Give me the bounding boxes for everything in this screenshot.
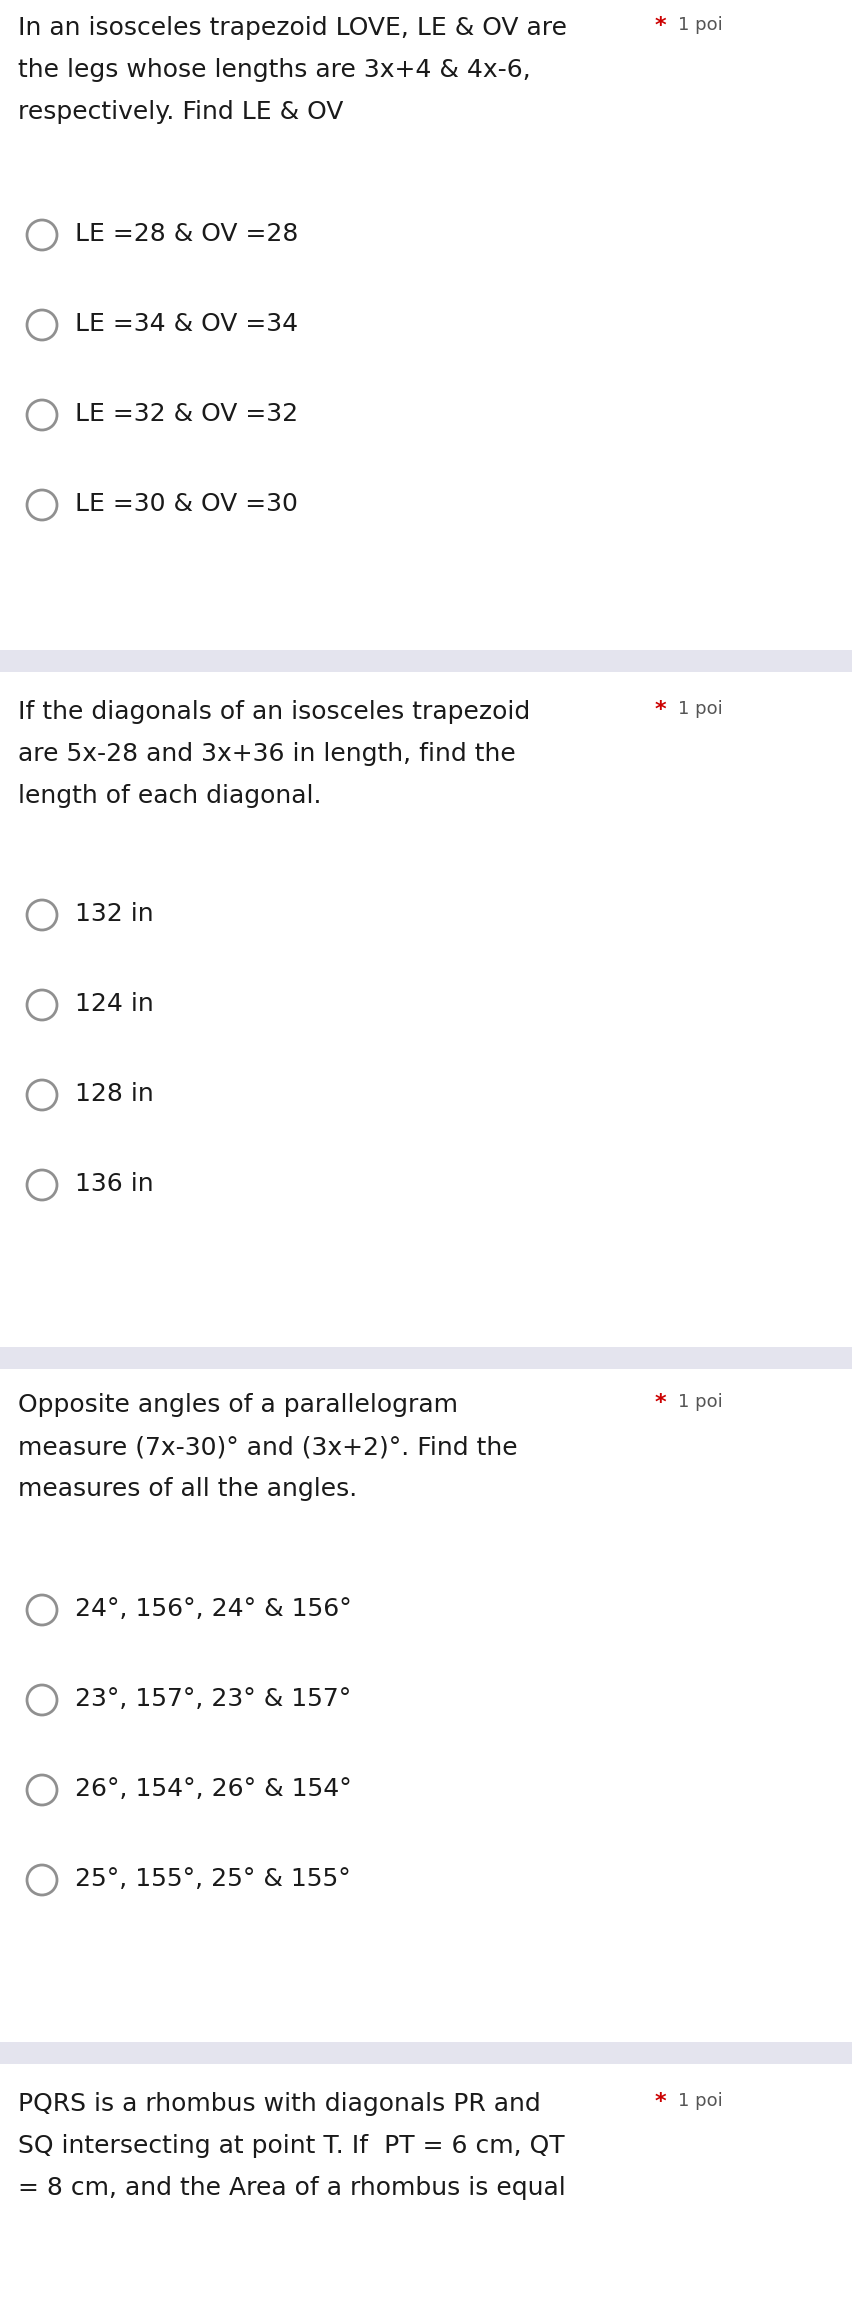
Text: *: * bbox=[654, 2091, 674, 2112]
Text: 132 in: 132 in bbox=[75, 901, 153, 927]
Bar bbox=[0, 649, 852, 673]
Text: respectively. Find LE & OV: respectively. Find LE & OV bbox=[18, 99, 343, 125]
Text: 136 in: 136 in bbox=[75, 1172, 153, 1197]
Text: LE =30 & OV =30: LE =30 & OV =30 bbox=[75, 492, 297, 515]
Text: 23°, 157°, 23° & 157°: 23°, 157°, 23° & 157° bbox=[75, 1687, 351, 1710]
Text: *: * bbox=[654, 1394, 674, 1412]
Text: 1 poi: 1 poi bbox=[677, 2091, 722, 2110]
Bar bbox=[0, 2043, 852, 2064]
Text: LE =32 & OV =32: LE =32 & OV =32 bbox=[75, 402, 298, 425]
Text: In an isosceles trapezoid LOVE, LE & OV are: In an isosceles trapezoid LOVE, LE & OV … bbox=[18, 16, 567, 39]
Text: PQRS is a rhombus with diagonals PR and: PQRS is a rhombus with diagonals PR and bbox=[18, 2091, 540, 2117]
Text: measure (7x-30)° and (3x+2)°. Find the: measure (7x-30)° and (3x+2)°. Find the bbox=[18, 1435, 517, 1458]
Text: Opposite angles of a parallelogram: Opposite angles of a parallelogram bbox=[18, 1394, 458, 1417]
Text: *: * bbox=[654, 700, 674, 721]
Text: = 8 cm, and the Area of a rhombus is equal: = 8 cm, and the Area of a rhombus is equ… bbox=[18, 2177, 565, 2200]
Bar bbox=[0, 1347, 852, 1368]
Text: the legs whose lengths are 3x+4 & 4x-6,: the legs whose lengths are 3x+4 & 4x-6, bbox=[18, 58, 530, 81]
Text: 26°, 154°, 26° & 154°: 26°, 154°, 26° & 154° bbox=[75, 1777, 351, 1800]
Text: SQ intersecting at point T. If  PT = 6 cm, QT: SQ intersecting at point T. If PT = 6 cm… bbox=[18, 2133, 564, 2158]
Text: LE =34 & OV =34: LE =34 & OV =34 bbox=[75, 312, 298, 335]
Text: If the diagonals of an isosceles trapezoid: If the diagonals of an isosceles trapezo… bbox=[18, 700, 530, 723]
Text: measures of all the angles.: measures of all the angles. bbox=[18, 1477, 357, 1502]
Text: 1 poi: 1 poi bbox=[677, 1394, 722, 1412]
Text: *: * bbox=[654, 16, 674, 37]
Text: 24°, 156°, 24° & 156°: 24°, 156°, 24° & 156° bbox=[75, 1597, 351, 1620]
Text: 128 in: 128 in bbox=[75, 1082, 153, 1107]
Text: 25°, 155°, 25° & 155°: 25°, 155°, 25° & 155° bbox=[75, 1867, 350, 1890]
Text: 1 poi: 1 poi bbox=[677, 16, 722, 35]
Text: LE =28 & OV =28: LE =28 & OV =28 bbox=[75, 222, 298, 245]
Text: length of each diagonal.: length of each diagonal. bbox=[18, 783, 321, 809]
Text: 1 poi: 1 poi bbox=[677, 700, 722, 719]
Text: are 5x-28 and 3x+36 in length, find the: are 5x-28 and 3x+36 in length, find the bbox=[18, 742, 515, 765]
Text: 124 in: 124 in bbox=[75, 991, 153, 1017]
